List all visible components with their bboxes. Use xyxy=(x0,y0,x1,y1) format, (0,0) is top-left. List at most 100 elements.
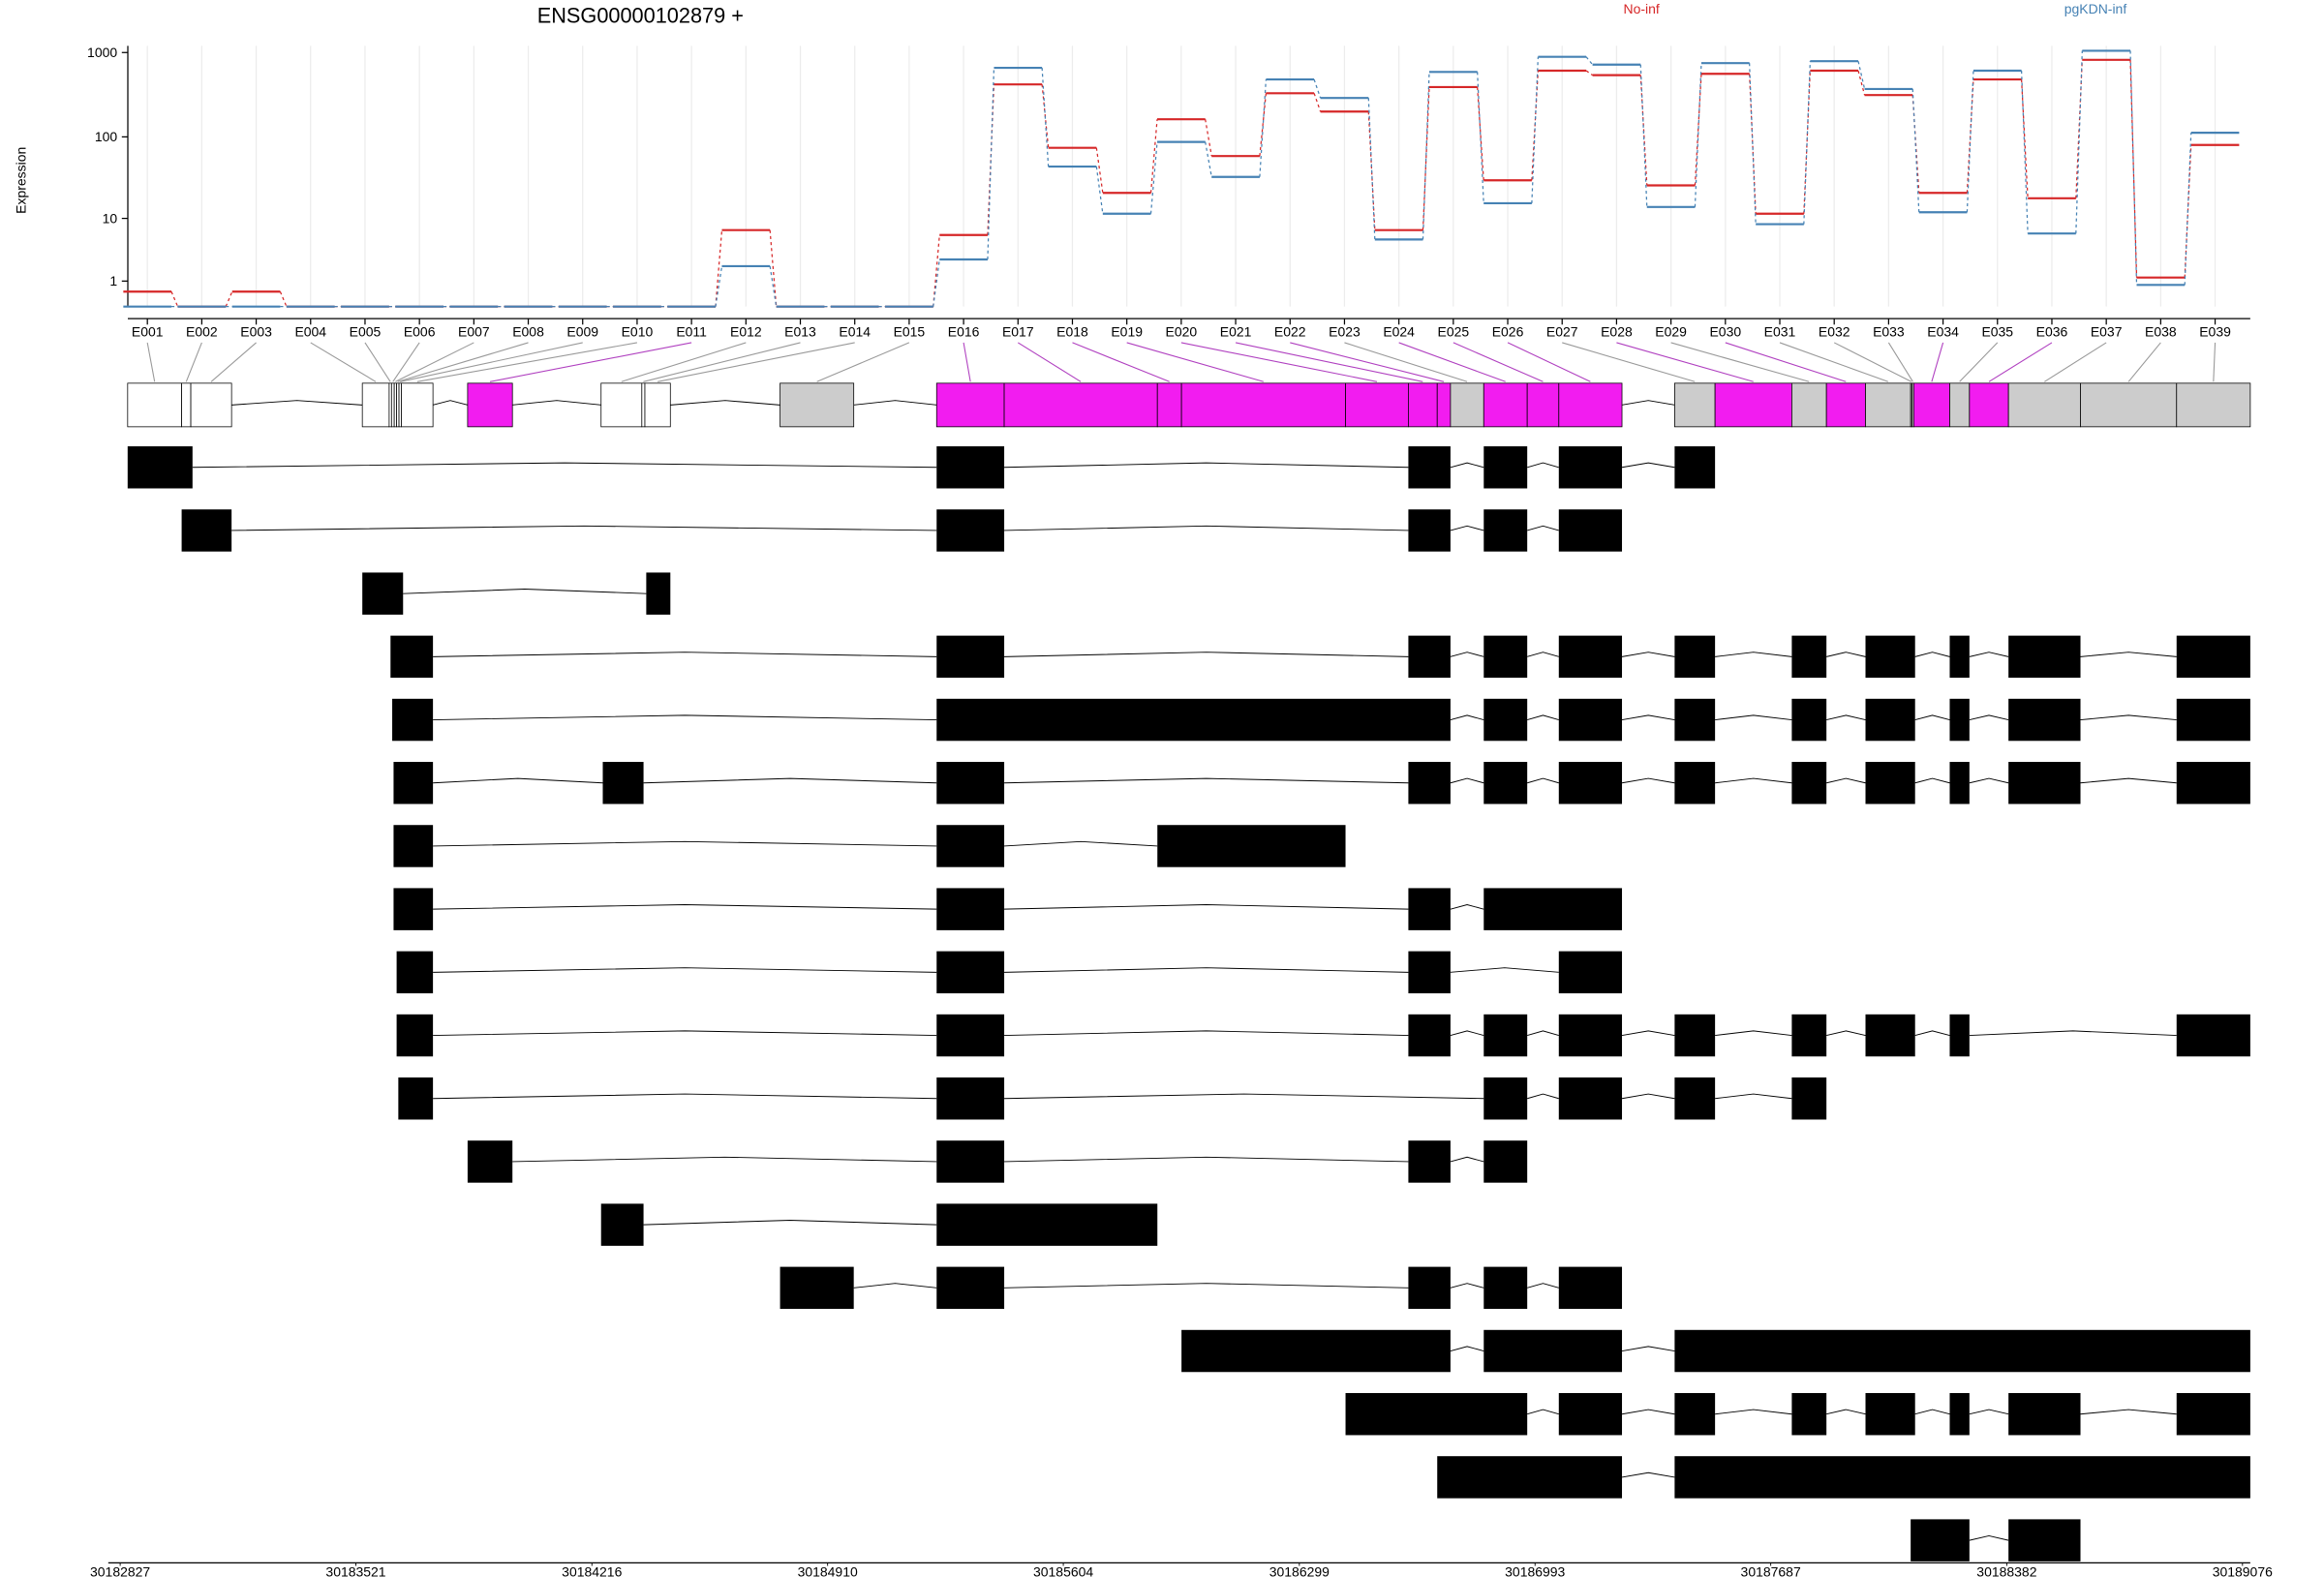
exon-region xyxy=(1180,382,1346,428)
exon-label: E025 xyxy=(1438,324,1470,340)
transcript-exon xyxy=(1408,509,1451,552)
exon-region xyxy=(1949,382,1971,428)
transcript-intron xyxy=(1450,525,1484,531)
transcript-exon xyxy=(1408,635,1451,679)
transcript-intron xyxy=(433,1030,937,1037)
step-connector xyxy=(1639,75,1648,186)
transcript-exon xyxy=(1674,1392,1716,1436)
exon-region xyxy=(127,382,182,428)
step-connector xyxy=(1803,61,1811,225)
exon-connector xyxy=(1398,342,1506,382)
transcript-exon xyxy=(1949,635,1970,679)
transcript-intron xyxy=(1527,525,1559,531)
exon-connector xyxy=(1507,342,1591,382)
x-tick-label: 30186299 xyxy=(1269,1563,1330,1577)
transcript-exon xyxy=(646,572,671,615)
exon-region xyxy=(390,382,395,428)
exon-region xyxy=(1156,382,1182,428)
transcript-intron xyxy=(1527,462,1559,469)
transcript-exon xyxy=(1483,1140,1528,1183)
transcript-intron xyxy=(1826,777,1866,784)
step-connector xyxy=(1585,56,1594,66)
exon-connector xyxy=(400,342,583,382)
exon-region xyxy=(401,382,434,428)
transcript-intron xyxy=(1450,1030,1484,1036)
exon-region xyxy=(1558,382,1623,428)
step-connector xyxy=(1966,79,1974,194)
transcript-intron xyxy=(643,1220,937,1226)
exon-region xyxy=(2080,382,2178,428)
transcript-intron xyxy=(1450,967,1559,973)
transcript-exon xyxy=(1674,635,1716,679)
exon-region xyxy=(1345,382,1409,428)
transcript-exon xyxy=(1483,888,1623,930)
transcript-exon xyxy=(1181,1329,1451,1373)
exon-label: E022 xyxy=(1274,324,1306,340)
step-connector xyxy=(225,291,233,307)
transcript-intron xyxy=(403,589,647,594)
transcript-intron xyxy=(1621,1030,1675,1037)
gene-model-intron xyxy=(433,400,469,406)
x-tick-label: 30184216 xyxy=(562,1563,622,1577)
exon-connector xyxy=(146,342,156,382)
transcript-exon xyxy=(1674,1329,2250,1373)
transcript-intron xyxy=(1715,1409,1792,1415)
exon-region xyxy=(181,382,192,428)
transcript-exon xyxy=(1483,698,1528,742)
step-connector xyxy=(1095,167,1104,214)
y-tick-label: 10 xyxy=(103,210,118,226)
transcript-intron xyxy=(2080,652,2177,657)
transcript-intron xyxy=(433,967,937,973)
transcript-exon xyxy=(936,446,1005,489)
transcript-exon xyxy=(2008,1392,2081,1436)
step-connector xyxy=(1857,61,1866,90)
transcript-exon xyxy=(2176,1392,2250,1436)
transcript-exon xyxy=(1674,1014,1716,1057)
transcript-intron xyxy=(1004,967,1409,973)
exon-label: E036 xyxy=(2036,324,2068,340)
transcript-exon xyxy=(1483,1266,1528,1310)
exon-connector xyxy=(1616,342,1754,382)
exon-region xyxy=(1450,382,1484,428)
transcript-intron xyxy=(1826,1409,1866,1415)
exon-connector xyxy=(1562,342,1696,382)
step-connector xyxy=(279,291,288,307)
x-tick-label: 30182827 xyxy=(90,1563,150,1577)
step-connector xyxy=(1095,147,1104,194)
transcript-exon xyxy=(2176,698,2250,742)
transcript-exon xyxy=(936,698,1451,742)
exon-label: E011 xyxy=(676,324,707,340)
transcript-intron xyxy=(231,525,937,531)
exon-label: E006 xyxy=(404,324,436,340)
exon-region xyxy=(1003,382,1158,428)
transcript-intron xyxy=(433,714,937,721)
transcript-exon xyxy=(2176,762,2250,804)
transcript-intron xyxy=(1450,1346,1484,1351)
step-connector xyxy=(933,258,940,307)
exon-label: E024 xyxy=(1383,324,1415,340)
transcript-exon xyxy=(1408,1266,1451,1310)
exon-label: E014 xyxy=(839,324,871,340)
exon-connector xyxy=(310,342,377,382)
transcript-exon xyxy=(1865,1392,1915,1436)
exon-label: E018 xyxy=(1056,324,1088,340)
transcript-exon xyxy=(1558,1266,1623,1310)
exon-label: E027 xyxy=(1546,324,1578,340)
transcript-intron xyxy=(1826,652,1866,657)
transcript-intron xyxy=(1004,840,1158,847)
transcript-exon xyxy=(1791,762,1827,804)
transcript-exon xyxy=(1558,951,1623,994)
exon-label: E017 xyxy=(1002,324,1034,340)
exon-connector xyxy=(816,342,910,382)
exon-label: E029 xyxy=(1655,324,1687,340)
transcript-exon xyxy=(393,888,434,930)
exon-label: E001 xyxy=(132,324,164,340)
chart-title: ENSG00000102879 + xyxy=(537,3,744,27)
exon-label: E023 xyxy=(1329,324,1361,340)
exon-region xyxy=(600,382,643,428)
y-axis-label: Expression xyxy=(13,147,28,214)
transcript-exon xyxy=(936,888,1005,930)
transcript-intron xyxy=(192,462,937,469)
transcript-exon xyxy=(1791,698,1827,742)
exon-label: E003 xyxy=(240,324,272,340)
